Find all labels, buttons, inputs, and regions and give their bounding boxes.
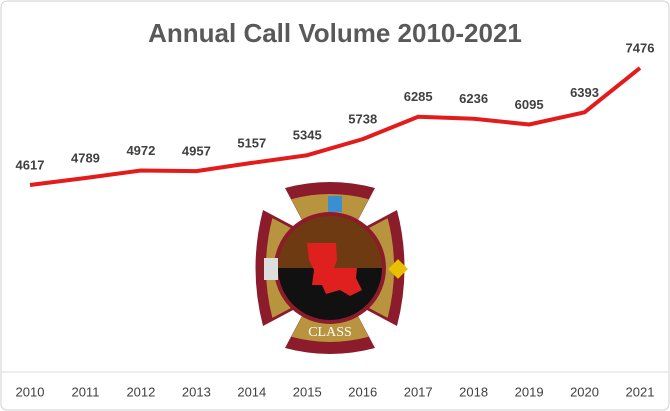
- data-label: 4789: [71, 150, 100, 165]
- x-tick-label: 2017: [404, 384, 433, 399]
- logo-tools: [264, 258, 278, 280]
- x-tick-label: 2016: [348, 384, 377, 399]
- logo: CLASS: [255, 182, 408, 354]
- data-label: 4972: [126, 143, 155, 158]
- data-label: 5738: [348, 112, 377, 127]
- line-series: [29, 66, 642, 187]
- data-label: 6285: [404, 89, 433, 104]
- data-label: 4617: [16, 157, 45, 172]
- logo-state: [307, 243, 362, 296]
- logo-star-of-life: [328, 196, 342, 212]
- data-label: 5345: [293, 128, 322, 143]
- logo-hazard-diamond: [388, 259, 408, 279]
- x-tick-label: 2012: [126, 384, 155, 399]
- data-label: 7476: [626, 40, 655, 55]
- logo-text: CLASS: [308, 325, 352, 340]
- x-tick-label: 2010: [16, 384, 45, 399]
- x-tick-label: 2015: [293, 384, 322, 399]
- x-tick-label: 2011: [71, 384, 99, 399]
- x-tick-label: 2013: [182, 384, 211, 399]
- x-tick-label: 2019: [515, 384, 544, 399]
- data-label: 6393: [570, 85, 599, 100]
- data-label: 6236: [459, 91, 488, 106]
- data-label: 5157: [237, 135, 266, 150]
- data-label: 6095: [515, 97, 544, 112]
- logo-circle-top: [278, 216, 382, 268]
- x-tick-label: 2018: [459, 384, 488, 399]
- data-label: 4957: [182, 144, 211, 159]
- x-tick-label: 2020: [570, 384, 599, 399]
- x-tick-label: 2014: [237, 384, 266, 399]
- chart-title: Annual Call Volume 2010-2021: [148, 18, 522, 48]
- x-tick-label: 2021: [626, 384, 655, 399]
